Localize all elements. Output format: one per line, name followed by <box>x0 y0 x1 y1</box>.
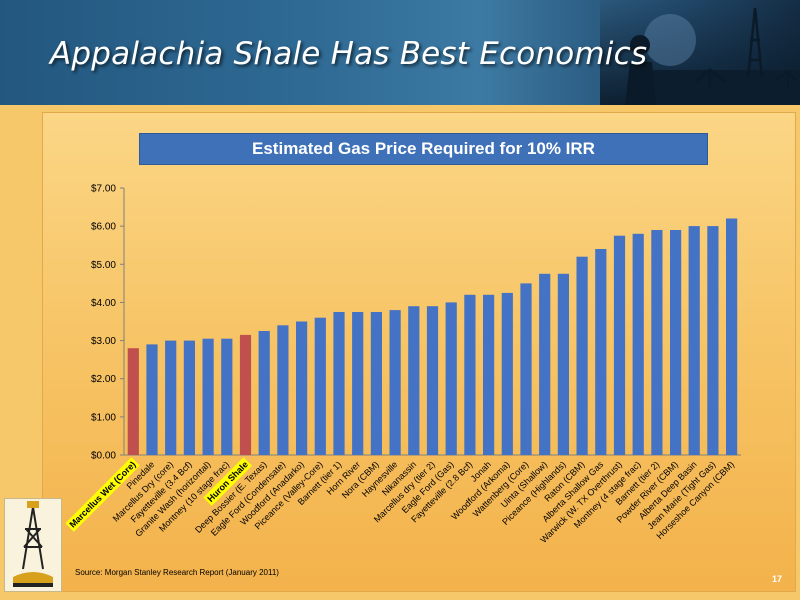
y-tick-label: $0.00 <box>91 451 116 462</box>
bar <box>370 312 382 455</box>
bar <box>277 325 289 455</box>
header-banner: Appalachia Shale Has Best Economics <box>0 0 800 105</box>
bar <box>333 312 345 455</box>
bar <box>520 283 532 455</box>
company-logo <box>4 498 62 592</box>
y-tick-label: $7.00 <box>91 184 116 195</box>
page-number: 17 <box>772 574 783 584</box>
bars <box>127 218 738 455</box>
highlight-label-bg <box>203 457 253 507</box>
y-tick-label: $4.00 <box>91 298 116 309</box>
bar <box>539 273 551 455</box>
bar <box>613 235 626 455</box>
oil-field-photo <box>600 0 800 105</box>
bar <box>445 302 457 455</box>
bar <box>726 218 738 455</box>
bar <box>707 226 719 455</box>
slide-title: Appalachia Shale Has Best Economics <box>50 36 648 72</box>
bar <box>239 334 252 455</box>
x-tick-label: Marcellus Wet (Core) <box>67 459 137 529</box>
bar <box>221 338 233 455</box>
bar <box>595 249 607 455</box>
bar <box>408 306 420 455</box>
y-tick-label: $2.00 <box>91 374 116 385</box>
bar <box>389 310 401 455</box>
bar <box>557 273 569 455</box>
bar <box>632 233 644 455</box>
y-tick-label: $6.00 <box>91 222 116 233</box>
bar <box>314 317 326 455</box>
highlight-label-bg <box>65 457 140 532</box>
bar <box>146 344 158 455</box>
y-tick-label: $1.00 <box>91 412 116 423</box>
bar <box>296 321 308 455</box>
bar <box>426 306 439 455</box>
bar <box>352 312 364 455</box>
bar <box>688 226 700 455</box>
bar <box>258 331 270 455</box>
bar <box>483 294 495 455</box>
x-tick-label-group: Marcellus Wet (Core) <box>65 457 140 532</box>
chart-title: Estimated Gas Price Required for 10% IRR <box>139 133 708 165</box>
bar <box>127 348 139 455</box>
bar <box>183 340 195 455</box>
y-tick-label: $5.00 <box>91 260 116 271</box>
bar <box>165 340 177 455</box>
bar <box>464 294 476 455</box>
bar <box>576 256 588 455</box>
y-tick-label: $3.00 <box>91 336 116 347</box>
bar <box>670 230 682 455</box>
source-note: Source: Morgan Stanley Research Report (… <box>75 568 279 577</box>
bar <box>501 292 513 455</box>
bar <box>202 338 214 455</box>
bar <box>651 230 663 455</box>
